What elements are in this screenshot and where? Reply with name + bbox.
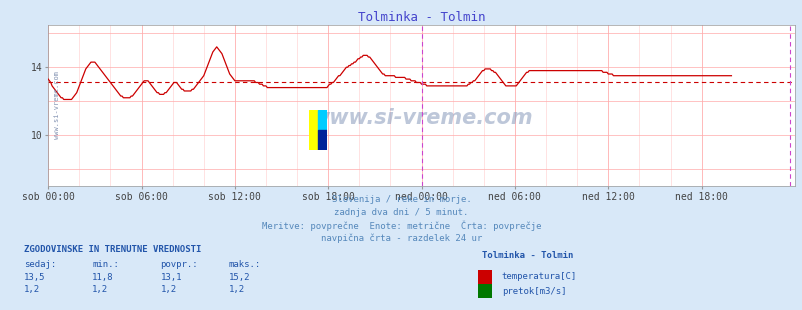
Text: 1,2: 1,2 bbox=[229, 285, 245, 294]
Bar bbox=[318, 110, 326, 130]
Text: temperatura[C]: temperatura[C] bbox=[501, 272, 577, 281]
Bar bbox=[318, 130, 326, 150]
Text: pretok[m3/s]: pretok[m3/s] bbox=[501, 287, 565, 296]
Text: sedaj:: sedaj: bbox=[24, 259, 56, 269]
Text: www.si-vreme.com: www.si-vreme.com bbox=[54, 71, 60, 140]
Text: Slovenija / reke in morje.: Slovenija / reke in morje. bbox=[331, 195, 471, 205]
Text: zadnja dva dni / 5 minut.: zadnja dva dni / 5 minut. bbox=[334, 208, 468, 217]
Text: Tolminka - Tolmin: Tolminka - Tolmin bbox=[481, 251, 573, 260]
Text: 13,1: 13,1 bbox=[160, 273, 182, 282]
Title: Tolminka - Tolmin: Tolminka - Tolmin bbox=[358, 11, 484, 24]
Text: navpična črta - razdelek 24 ur: navpična črta - razdelek 24 ur bbox=[321, 233, 481, 243]
Text: 1,2: 1,2 bbox=[92, 285, 108, 294]
Text: ZGODOVINSKE IN TRENUTNE VREDNOSTI: ZGODOVINSKE IN TRENUTNE VREDNOSTI bbox=[24, 245, 201, 254]
Text: maks.:: maks.: bbox=[229, 259, 261, 269]
Text: www.si-vreme.com: www.si-vreme.com bbox=[310, 108, 533, 128]
Text: 15,2: 15,2 bbox=[229, 273, 250, 282]
Text: Meritve: povprečne  Enote: metrične  Črta: povprečje: Meritve: povprečne Enote: metrične Črta:… bbox=[261, 220, 541, 231]
Text: 11,8: 11,8 bbox=[92, 273, 114, 282]
Text: 1,2: 1,2 bbox=[160, 285, 176, 294]
Text: povpr.:: povpr.: bbox=[160, 259, 198, 269]
Text: 1,2: 1,2 bbox=[24, 285, 40, 294]
Text: 13,5: 13,5 bbox=[24, 273, 46, 282]
Bar bbox=[309, 110, 318, 150]
Text: min.:: min.: bbox=[92, 259, 119, 269]
